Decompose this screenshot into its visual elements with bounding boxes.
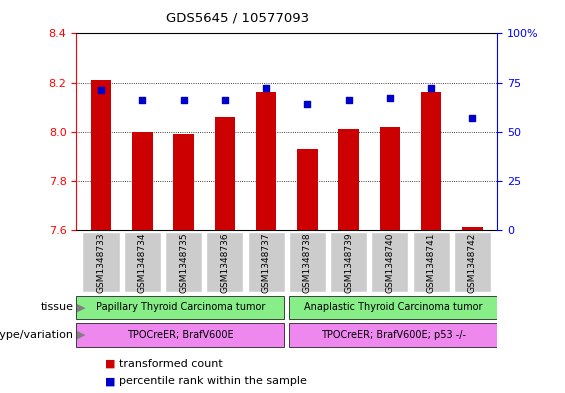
- FancyBboxPatch shape: [454, 233, 491, 292]
- Text: GSM1348733: GSM1348733: [97, 232, 106, 293]
- FancyBboxPatch shape: [289, 296, 497, 319]
- FancyBboxPatch shape: [165, 233, 202, 292]
- FancyBboxPatch shape: [124, 233, 161, 292]
- FancyBboxPatch shape: [412, 233, 450, 292]
- Text: ■: ■: [105, 376, 115, 386]
- Text: GSM1348741: GSM1348741: [427, 232, 436, 292]
- Bar: [380, 127, 400, 230]
- Bar: [132, 132, 153, 230]
- Point: [385, 95, 394, 101]
- Text: Anaplastic Thyroid Carcinoma tumor: Anaplastic Thyroid Carcinoma tumor: [304, 302, 483, 312]
- Bar: [338, 129, 359, 230]
- FancyBboxPatch shape: [289, 323, 497, 347]
- Text: GSM1348734: GSM1348734: [138, 232, 147, 292]
- Bar: [173, 134, 194, 230]
- Bar: [462, 228, 483, 230]
- Text: GSM1348735: GSM1348735: [179, 232, 188, 293]
- Point: [344, 97, 353, 103]
- FancyBboxPatch shape: [76, 323, 284, 347]
- Text: ▶: ▶: [77, 330, 86, 340]
- Text: Papillary Thyroid Carcinoma tumor: Papillary Thyroid Carcinoma tumor: [95, 302, 265, 312]
- Point: [468, 115, 477, 121]
- Text: ■: ■: [105, 358, 115, 369]
- FancyBboxPatch shape: [289, 233, 326, 292]
- FancyBboxPatch shape: [330, 233, 367, 292]
- Text: GSM1348736: GSM1348736: [220, 232, 229, 293]
- Text: TPOCreER; BrafV600E; p53 -/-: TPOCreER; BrafV600E; p53 -/-: [321, 329, 466, 340]
- FancyBboxPatch shape: [206, 233, 244, 292]
- Point: [179, 97, 188, 103]
- Point: [97, 87, 106, 94]
- Text: GSM1348742: GSM1348742: [468, 232, 477, 292]
- Text: GSM1348740: GSM1348740: [385, 232, 394, 292]
- Bar: [91, 80, 111, 230]
- Text: GSM1348739: GSM1348739: [344, 232, 353, 293]
- FancyBboxPatch shape: [247, 233, 285, 292]
- Text: tissue: tissue: [41, 302, 73, 312]
- Text: ▶: ▶: [77, 302, 86, 312]
- Bar: [215, 117, 235, 230]
- Point: [427, 85, 436, 92]
- Text: GSM1348737: GSM1348737: [262, 232, 271, 293]
- Text: transformed count: transformed count: [119, 358, 223, 369]
- Text: GSM1348738: GSM1348738: [303, 232, 312, 293]
- FancyBboxPatch shape: [76, 296, 284, 319]
- Point: [220, 97, 229, 103]
- Point: [138, 97, 147, 103]
- Point: [303, 101, 312, 107]
- Text: GDS5645 / 10577093: GDS5645 / 10577093: [166, 12, 309, 25]
- Bar: [256, 92, 276, 230]
- Text: TPOCreER; BrafV600E: TPOCreER; BrafV600E: [127, 329, 233, 340]
- Bar: [421, 92, 441, 230]
- Point: [262, 85, 271, 92]
- Bar: [297, 149, 318, 230]
- Text: genotype/variation: genotype/variation: [0, 330, 73, 340]
- Text: percentile rank within the sample: percentile rank within the sample: [119, 376, 307, 386]
- FancyBboxPatch shape: [371, 233, 408, 292]
- FancyBboxPatch shape: [82, 233, 120, 292]
